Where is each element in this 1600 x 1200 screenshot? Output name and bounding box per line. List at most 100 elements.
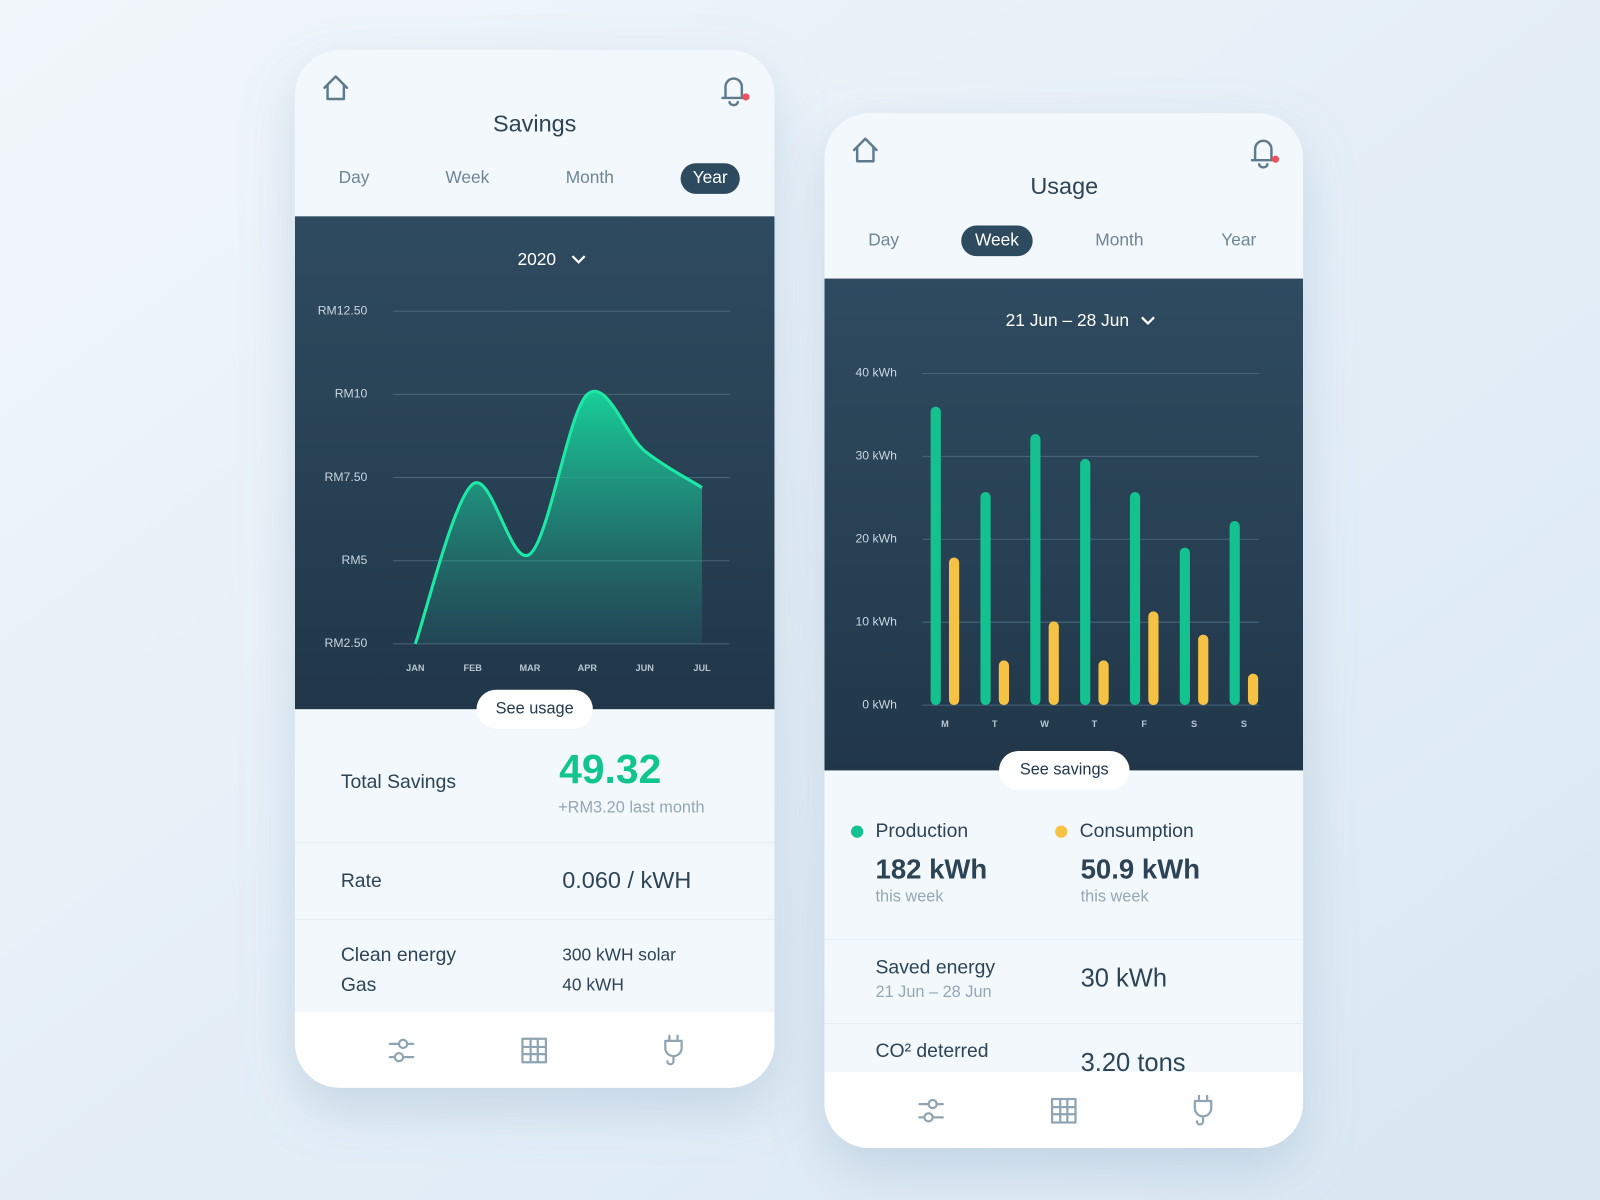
legend-label: Production [876, 820, 969, 842]
tab[interactable]: Day [868, 229, 899, 249]
row-value: 300 kWH solar [562, 945, 676, 965]
bar [1098, 660, 1109, 706]
y-tick-label: RM10 [335, 387, 368, 401]
button[interactable] [998, 751, 1130, 790]
button[interactable] [476, 689, 593, 729]
x-tick-label: S [1191, 719, 1197, 729]
row-value: 30 kWh [1081, 964, 1167, 992]
row-label: Saved energy [876, 956, 996, 978]
button-label[interactable]: See usage [496, 699, 574, 717]
total-value: 50.9 kWh [1081, 854, 1200, 885]
x-tick-label: M [941, 719, 949, 729]
legend-label: Consumption [1080, 820, 1194, 842]
area [415, 391, 703, 644]
x-tick-label: MAR [520, 663, 541, 673]
period-select[interactable]: 2020 [517, 249, 556, 269]
notification-dot [1271, 155, 1280, 163]
total-note: this week [1081, 887, 1150, 905]
y-tick-label: 0 kWh [862, 697, 897, 711]
y-tick-label: RM5 [342, 553, 368, 567]
notification-dot [742, 93, 750, 101]
row-label: Clean energy [341, 944, 457, 966]
button-label[interactable]: See savings [1020, 761, 1109, 779]
row-note: 21 Jun – 28 Jun [876, 983, 992, 1001]
bar [1129, 492, 1141, 706]
rate-value: 0.060 / kWH [562, 867, 691, 893]
bar [1030, 433, 1041, 706]
total-value: 182 kWh [876, 854, 988, 885]
chevron [1141, 316, 1155, 326]
chart: RM2.50 RM5 RM7.50 RM10 RM12.50 JAN FEB MAR APR JU… [318, 303, 730, 673]
tab[interactable]: Month [566, 167, 614, 187]
y-tick-label: 10 kWh [855, 614, 897, 628]
bar [1080, 458, 1091, 706]
x-tick-label: T [992, 719, 998, 729]
legend: Production Consumption [851, 820, 1194, 842]
tab[interactable]: Week [445, 167, 489, 187]
bar [1148, 611, 1159, 706]
y-tick-label: RM12.50 [318, 303, 368, 317]
total-note: this week [876, 887, 945, 905]
nav-bar [294, 1012, 775, 1088]
x-tick-label: W [1040, 719, 1049, 729]
tab[interactable]: Year [693, 167, 728, 187]
row-label: CO² deterred [876, 1040, 989, 1062]
chevron [571, 255, 586, 264]
bar [1247, 673, 1259, 706]
bar [1179, 547, 1190, 706]
x-tick-label: S [1241, 719, 1247, 729]
home-icon[interactable] [323, 75, 349, 101]
bar [930, 406, 941, 706]
bar [980, 492, 991, 706]
x-tick-label: JUN [636, 663, 654, 673]
usage-screen: Usage Day Week Month Year 21 Jun – 28 Jun 0… [824, 137, 1304, 1148]
savings-screen: Savings Day Week Month Year 2020 RM2.50 RM5 R… [294, 75, 775, 1088]
bell-icon[interactable] [1250, 139, 1276, 169]
screen-title: Savings [493, 111, 576, 137]
nav-grid[interactable] [521, 1037, 548, 1064]
y-tick-label: 20 kWh [855, 532, 897, 546]
tab[interactable]: Week [975, 229, 1019, 249]
row-value: 40 kWH [562, 974, 624, 994]
tab[interactable]: Month [1095, 229, 1143, 249]
x-tick-label: JUL [693, 663, 711, 673]
y-tick-label: 30 kWh [855, 449, 897, 463]
screen-title: Usage [1030, 173, 1098, 199]
x-tick-label: FEB [463, 663, 482, 673]
bar [1198, 634, 1209, 706]
tabs: Day Week Month Year [339, 163, 740, 194]
bar [1048, 621, 1059, 706]
legend-dot [1055, 825, 1068, 838]
tab-active-pill [961, 225, 1033, 257]
bell-icon[interactable] [721, 77, 747, 107]
y-tick-label: 40 kWh [855, 366, 897, 380]
total-value: 49.32 [559, 746, 661, 792]
nav-plug[interactable] [1193, 1094, 1213, 1126]
tab[interactable]: Year [1221, 229, 1256, 249]
legend-dot [851, 825, 864, 838]
y-tick-label: RM2.50 [325, 636, 368, 650]
x-tick-label: JAN [406, 663, 424, 673]
nav-grid[interactable] [1050, 1097, 1077, 1124]
tabs: Day Week Month Year [868, 225, 1257, 257]
tab-active-pill [680, 163, 740, 194]
nav-settings[interactable] [918, 1098, 944, 1123]
nav-plug[interactable] [664, 1034, 683, 1066]
row-label: Total Savings [341, 771, 456, 793]
bar [948, 557, 960, 706]
x-tick-label: F [1141, 719, 1147, 729]
chart: 0 kWh 10 kWh 20 kWh 30 kWh 40 kWh M T W T F S S [855, 366, 1260, 729]
total-note: +RM3.20 last month [558, 798, 704, 816]
row-label: Rate [341, 870, 382, 892]
row-value: 3.20 tons [1081, 1049, 1186, 1077]
tab[interactable]: Day [339, 167, 370, 187]
line [413, 389, 703, 645]
x-tick-label: APR [578, 663, 598, 673]
period-select[interactable]: 21 Jun – 28 Jun [1006, 310, 1129, 330]
home-icon[interactable] [852, 137, 878, 163]
bar [1229, 521, 1240, 706]
nav-settings[interactable] [388, 1038, 415, 1063]
